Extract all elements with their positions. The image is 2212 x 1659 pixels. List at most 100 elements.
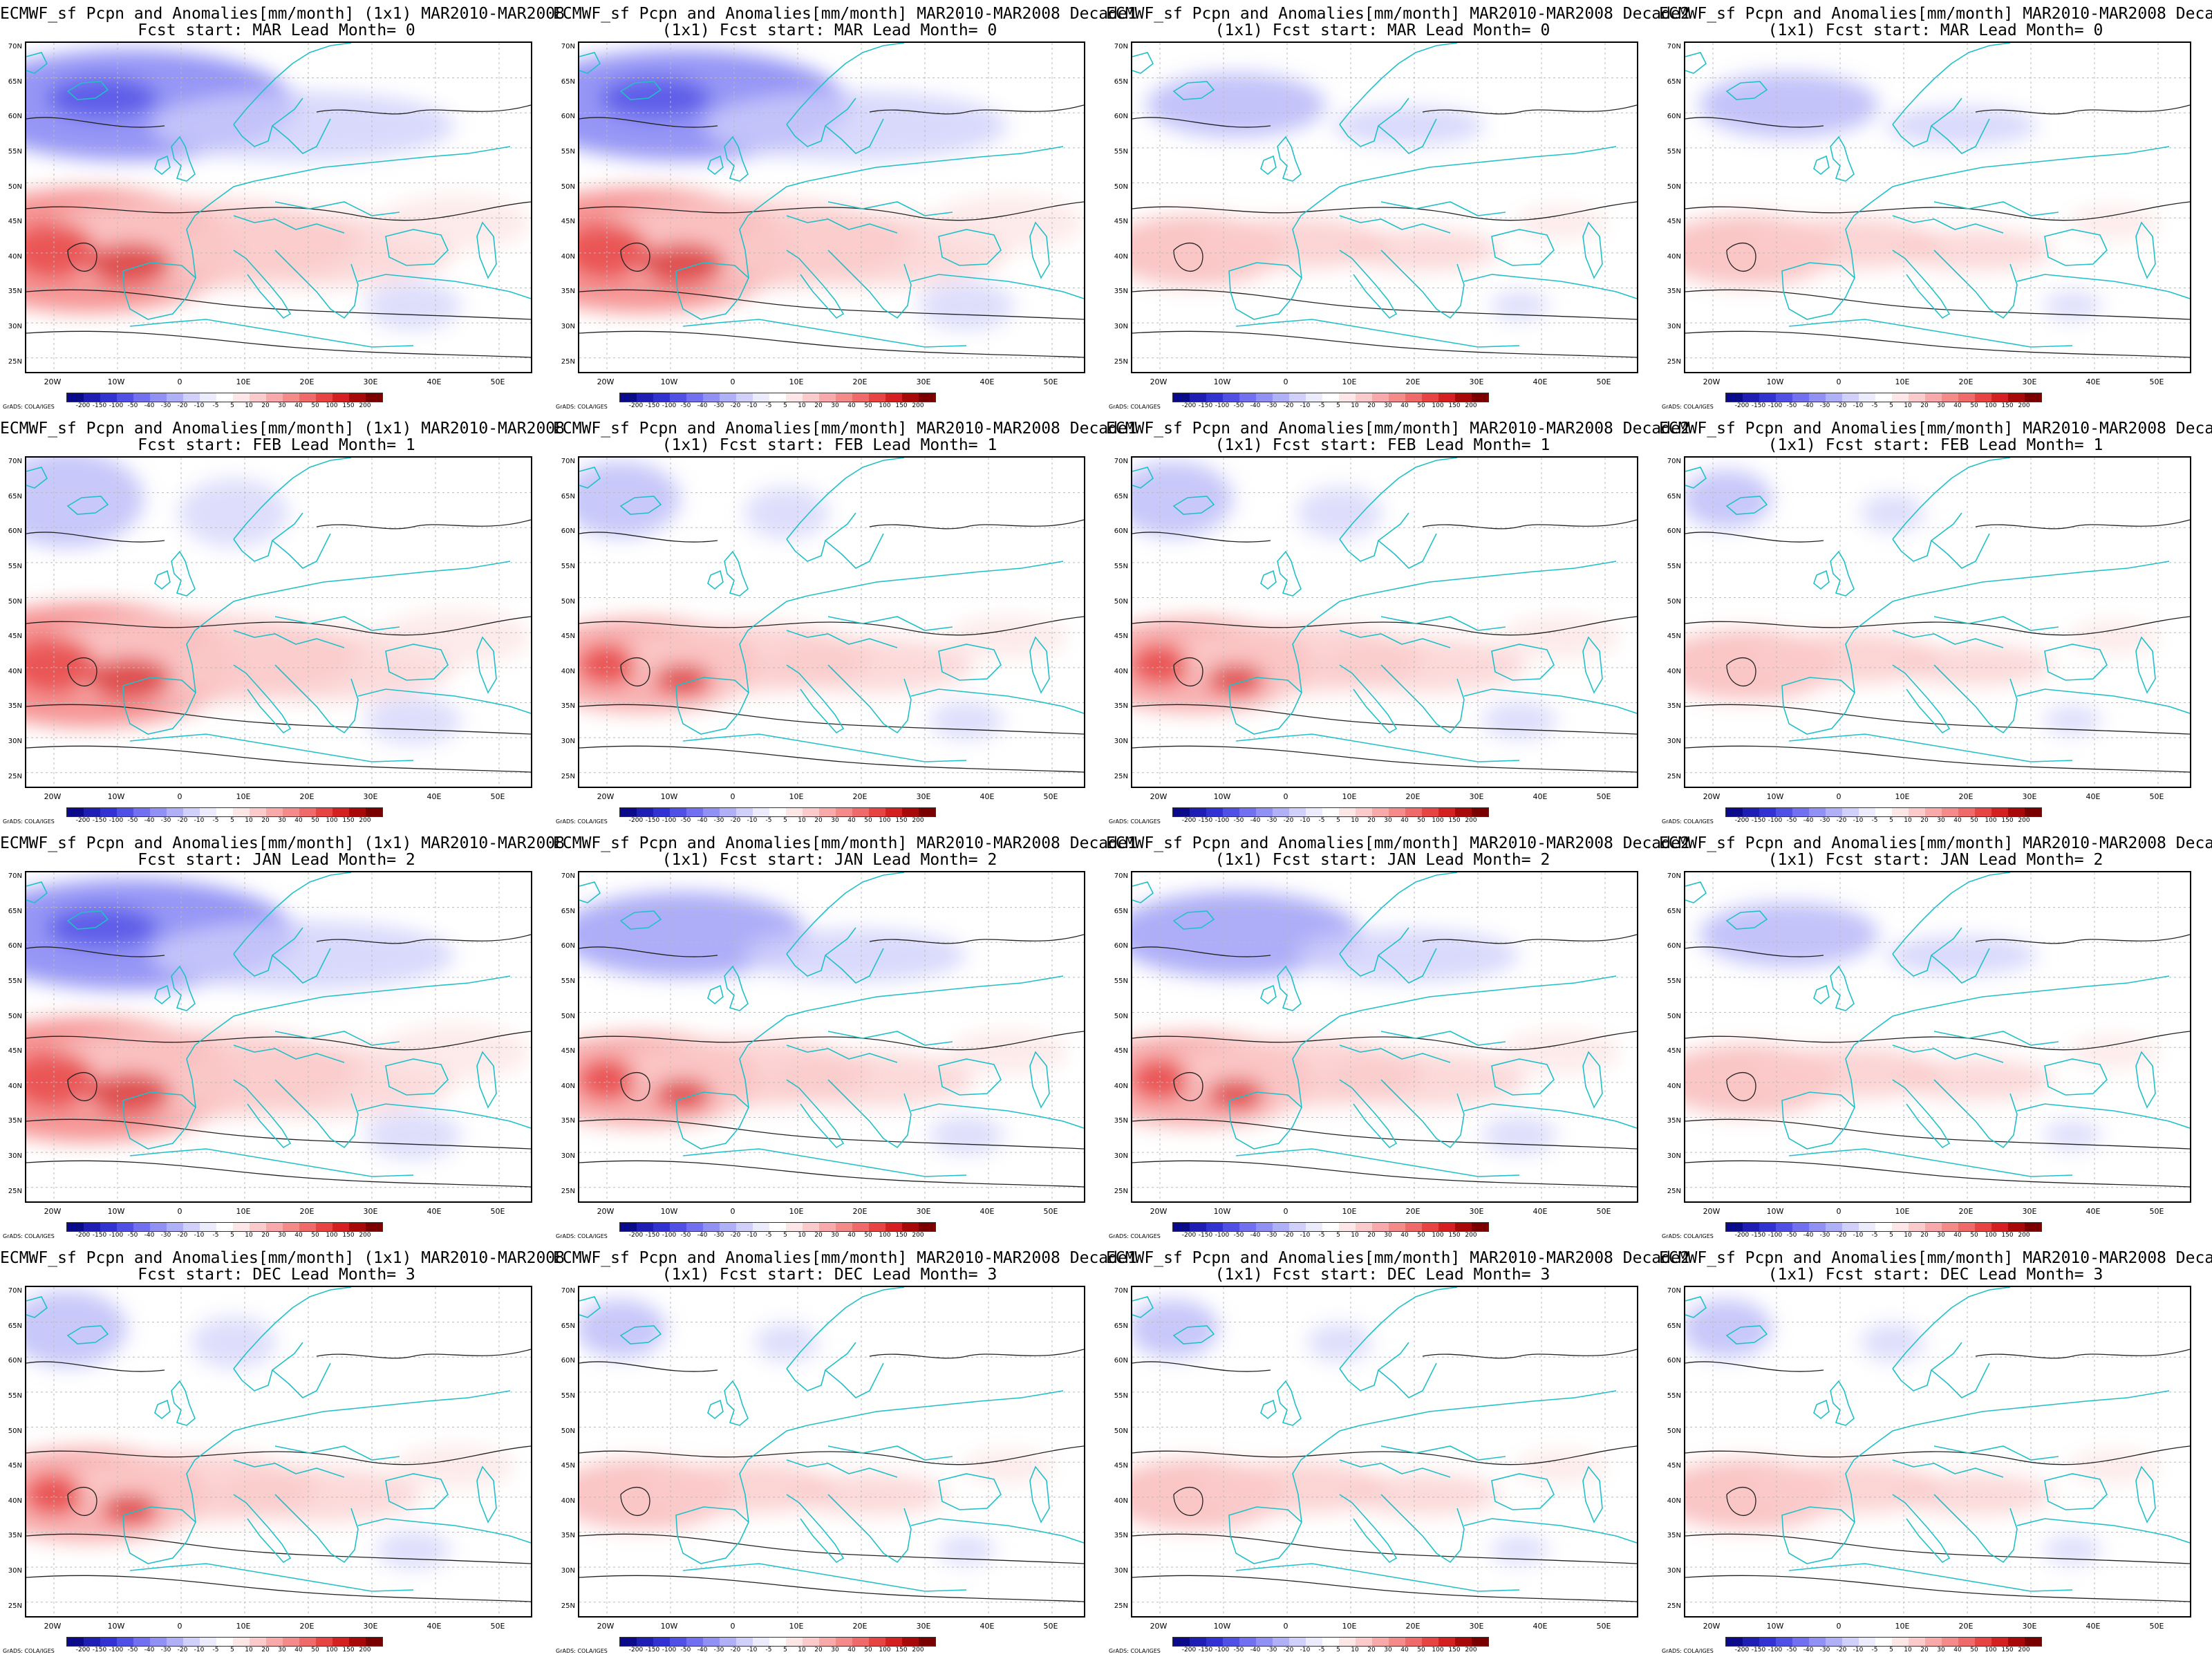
coastline	[1892, 215, 2004, 234]
lon-tick-label: 20E	[1405, 1622, 1421, 1631]
colorbar-label: -10	[1853, 1647, 1864, 1653]
lon-tick-label: 50E	[1043, 1622, 1058, 1631]
coastline	[786, 664, 845, 734]
colorbar-label: -100	[1768, 402, 1783, 409]
colorbar-label: -5	[765, 1647, 772, 1653]
anomaly-shade	[1898, 229, 2053, 271]
lat-tick-label: 30N	[8, 1152, 22, 1161]
colorbar-label: 20	[814, 402, 823, 409]
colorbar-label: 150	[1448, 1232, 1461, 1239]
coastline	[1685, 52, 1707, 74]
colorbar-label: -20	[1836, 402, 1847, 409]
coastline	[1892, 43, 2011, 125]
colorbar-label: 200	[359, 1647, 371, 1653]
colorbar-label: -50	[1786, 1232, 1797, 1239]
colorbar-swatch	[1991, 1223, 2008, 1231]
colorbar-label: -100	[1215, 1232, 1230, 1239]
coastline	[1235, 1563, 1520, 1592]
coastline	[1725, 1325, 1768, 1344]
colorbar-label: 200	[1465, 402, 1477, 409]
colorbar-label: -10	[1853, 817, 1864, 824]
colorbar-label: 10	[798, 402, 806, 409]
lat-tick-label: 60N	[1114, 113, 1128, 121]
colorbar-label: 5	[783, 1647, 787, 1653]
colorbar-label: 100	[879, 402, 891, 409]
colorbar-label: 40	[1953, 1232, 1962, 1239]
lat-tick-label: 30N	[1667, 323, 1681, 331]
colorbar-swatch	[1322, 808, 1339, 816]
map-svg	[579, 872, 1084, 1201]
colorbar-label: -20	[730, 817, 741, 824]
colorbar-swatch	[670, 808, 686, 816]
lat-tick-label: 70N	[8, 458, 22, 465]
coastline	[1463, 1518, 1637, 1544]
grads-credit: GrADS: COLA/IGES	[556, 404, 608, 410]
coastline	[274, 664, 359, 734]
colorbar-label: -100	[109, 1647, 124, 1653]
colorbar-label: 10	[798, 1647, 806, 1653]
colorbar-label: 5	[783, 817, 787, 824]
lon-tick-label: 20W	[1703, 377, 1721, 386]
precip-contour	[26, 1361, 165, 1372]
lat-tick-label: 40N	[561, 1497, 575, 1505]
colorbar-label: -10	[747, 1647, 758, 1653]
lat-tick-label: 45N	[1667, 632, 1681, 641]
colorbar-label: -20	[1283, 1232, 1294, 1239]
coastline	[2016, 274, 2190, 299]
coastline	[1235, 733, 1520, 762]
colorbar-swatch	[836, 1638, 852, 1646]
lon-tick-label: 10W	[1213, 1622, 1231, 1631]
colorbar-swatch	[1842, 1638, 1859, 1646]
coastline	[385, 1473, 449, 1510]
colorbar-swatch	[1958, 808, 1975, 816]
coastline	[707, 155, 724, 176]
map-svg	[26, 872, 531, 1201]
coastline	[1292, 180, 1361, 279]
colorbar-swatch	[250, 1223, 266, 1231]
coastline	[1029, 221, 1050, 279]
map-svg	[1685, 872, 2190, 1201]
coastline	[1931, 118, 1990, 154]
colorbar-label: -100	[1215, 402, 1230, 409]
colorbar-swatch	[2008, 808, 2025, 816]
colorbar-label: 100	[1985, 1232, 1997, 1239]
lon-tick-label: 40E	[980, 792, 995, 801]
precip-contour	[579, 117, 718, 128]
lon-tick-label: 10E	[789, 377, 804, 386]
colorbar-swatch	[1256, 1223, 1273, 1231]
precip-contour	[1422, 934, 1637, 944]
colorbar-swatch	[836, 1223, 852, 1231]
anomaly-shade	[1501, 1031, 1620, 1074]
anomaly-shade	[937, 1535, 996, 1565]
map-panel: ECMWF_sf Pcpn and Anomalies[mm/month] MA…	[553, 830, 1137, 1244]
lat-tick-label: 65N	[1667, 77, 1681, 86]
colorbar-swatch	[1875, 1638, 1892, 1646]
lat-tick-label: 25N	[1667, 772, 1681, 780]
coastline	[1845, 1010, 1914, 1108]
coastline	[1582, 636, 1603, 694]
lat-tick-label: 45N	[1114, 218, 1128, 226]
coastline	[233, 664, 292, 734]
lat-tick-label: 50N	[561, 182, 575, 191]
colorbar-swatch	[803, 393, 819, 402]
colorbar-label: -150	[1751, 402, 1766, 409]
coastline	[724, 550, 749, 597]
coastline	[2044, 229, 2108, 266]
anomaly-shade	[1761, 1461, 1941, 1514]
coastline	[1172, 1325, 1215, 1344]
lon-tick-label: 50E	[1596, 1622, 1611, 1631]
coastline	[122, 262, 196, 320]
anomaly-shade	[2068, 1450, 2159, 1483]
coastline	[1913, 975, 2170, 1011]
anomaly-shade	[1207, 1079, 1265, 1108]
map-plot-area	[1684, 41, 2191, 373]
panel-subtitle: (1x1) Fcst start: FEB Lead Month= 1	[662, 436, 997, 454]
lat-tick-label: 45N	[1667, 1462, 1681, 1470]
coastline	[154, 1399, 171, 1420]
coastline	[385, 229, 449, 266]
coastline	[476, 1465, 497, 1524]
colorbar-label: -100	[1768, 1232, 1783, 1239]
colorbar-label: -20	[1836, 1647, 1847, 1653]
lat-tick-label: 35N	[1667, 702, 1681, 711]
colorbar-swatch	[2025, 808, 2041, 816]
